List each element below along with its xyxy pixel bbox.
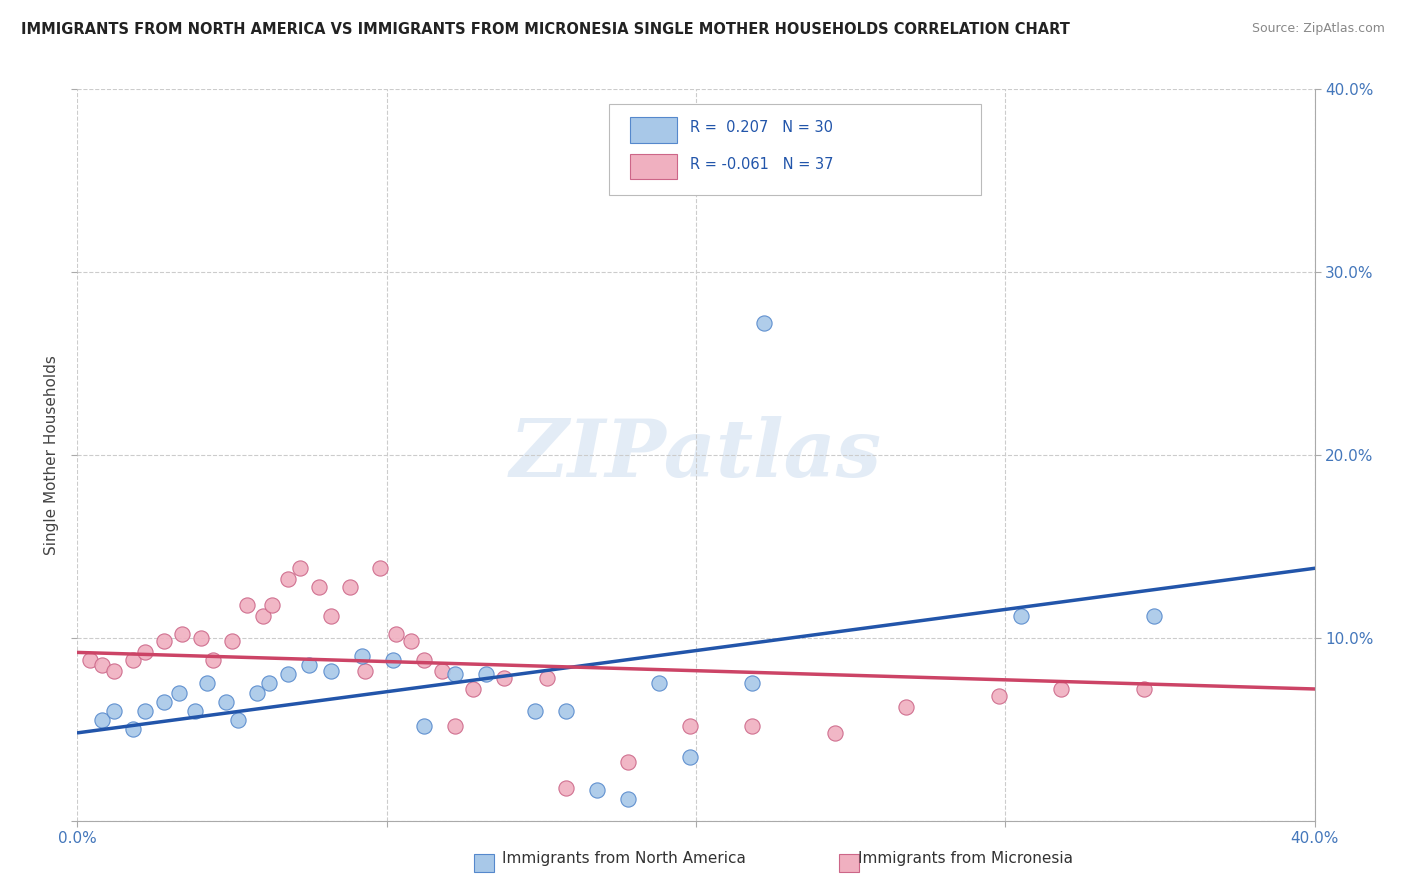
Point [122, 653, 145, 667]
Point [401, 634, 423, 648]
Point [190, 631, 212, 645]
Bar [630, 117, 678, 143]
Point [169, 685, 191, 699]
Point [474, 667, 496, 681]
Point [648, 676, 671, 690]
Point [1010, 608, 1032, 623]
Point [215, 695, 238, 709]
Point [988, 690, 1011, 704]
Text: Immigrants from North America: Immigrants from North America [502, 851, 745, 865]
Point [103, 664, 125, 678]
FancyBboxPatch shape [609, 103, 980, 195]
Text: IMMIGRANTS FROM NORTH AMERICA VS IMMIGRANTS FROM MICRONESIA SINGLE MOTHER HOUSEH: IMMIGRANTS FROM NORTH AMERICA VS IMMIGRA… [21, 22, 1070, 37]
Point [308, 580, 330, 594]
Point [246, 685, 269, 699]
Point [617, 755, 640, 769]
Point [381, 653, 404, 667]
Text: ZIPatlas: ZIPatlas [510, 417, 882, 493]
Point [443, 667, 465, 681]
Point [494, 671, 516, 685]
Point [1050, 681, 1073, 696]
Point [741, 718, 763, 732]
Point [752, 316, 775, 330]
Point [412, 718, 434, 732]
Point [195, 676, 218, 690]
Point [153, 695, 176, 709]
Point [339, 580, 361, 594]
Point [412, 653, 434, 667]
Point [679, 749, 702, 764]
Point [184, 704, 207, 718]
Point [432, 664, 454, 678]
Point [741, 676, 763, 690]
Point [555, 704, 578, 718]
Point [79, 653, 101, 667]
Y-axis label: Single Mother Households: Single Mother Households [44, 355, 59, 555]
Text: Immigrants from Micronesia: Immigrants from Micronesia [858, 851, 1073, 865]
Point [172, 627, 194, 641]
Point [134, 645, 156, 659]
Point [202, 653, 225, 667]
Point [370, 561, 392, 575]
Point [319, 664, 342, 678]
Point [443, 718, 465, 732]
Point [385, 627, 408, 641]
Point [91, 658, 114, 673]
Text: R =  0.207   N = 30: R = 0.207 N = 30 [690, 120, 832, 136]
Point [91, 713, 114, 727]
Bar [839, 855, 859, 872]
Point [262, 598, 284, 612]
Point [896, 700, 918, 714]
Bar [474, 855, 494, 872]
Point [298, 658, 321, 673]
Point [226, 713, 249, 727]
Point [555, 780, 578, 795]
Text: R = -0.061   N = 37: R = -0.061 N = 37 [690, 157, 834, 172]
Point [1133, 681, 1156, 696]
Point [277, 572, 299, 586]
Point [824, 726, 846, 740]
Point [586, 782, 609, 797]
Point [354, 664, 377, 678]
Bar [630, 153, 678, 179]
Point [617, 791, 640, 805]
Point [257, 676, 280, 690]
Point [221, 634, 243, 648]
Point [252, 608, 274, 623]
Point [679, 718, 702, 732]
Point [319, 608, 342, 623]
Point [463, 681, 485, 696]
Point [524, 704, 547, 718]
Text: Source: ZipAtlas.com: Source: ZipAtlas.com [1251, 22, 1385, 36]
Point [153, 634, 176, 648]
Point [350, 649, 373, 664]
Point [536, 671, 558, 685]
Point [1143, 608, 1166, 623]
Point [134, 704, 156, 718]
Point [236, 598, 259, 612]
Point [288, 561, 311, 575]
Point [277, 667, 299, 681]
Point [122, 723, 145, 737]
Point [103, 704, 125, 718]
